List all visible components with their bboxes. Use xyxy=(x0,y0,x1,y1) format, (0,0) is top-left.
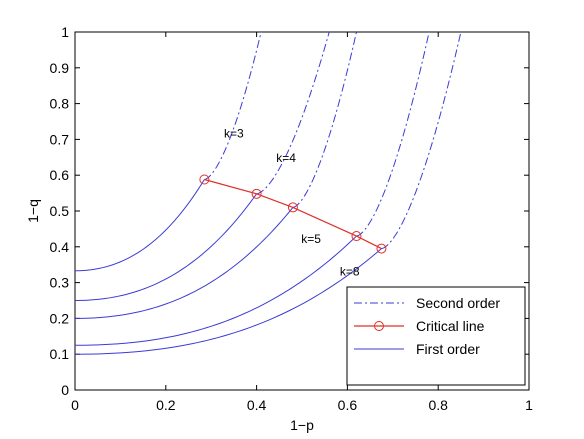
y-tick-label: 0.4 xyxy=(50,239,70,255)
second-order-curve xyxy=(292,31,357,208)
curves xyxy=(74,31,462,355)
second-order-curve xyxy=(356,31,430,237)
critical-line xyxy=(204,178,382,250)
curve-annotation: k=8 xyxy=(340,264,360,278)
curve-annotation: k=4 xyxy=(276,151,296,165)
first-order-curve xyxy=(74,207,294,319)
critical-point xyxy=(376,243,387,254)
y-axis-label: 1−q xyxy=(25,199,41,223)
y-tick-label: 0.2 xyxy=(50,310,70,326)
first-order-curve xyxy=(74,248,382,355)
y-tick-label: 0.9 xyxy=(50,60,70,76)
x-tick-label: 0.8 xyxy=(428,397,448,413)
y-tick-label: 0.1 xyxy=(50,346,70,362)
y-tick-label: 0.8 xyxy=(50,96,70,112)
critical-point xyxy=(351,231,362,242)
curve-annotation: k=5 xyxy=(301,232,321,246)
y-tick-label: 0.6 xyxy=(50,167,70,183)
legend-label-critical-line: Critical line xyxy=(416,318,485,334)
x-axis-label: 1−p xyxy=(290,417,314,433)
x-tick-label: 0.6 xyxy=(338,397,358,413)
second-order-curve xyxy=(256,31,330,195)
first-order-curve xyxy=(74,235,357,346)
y-tick-label: 0 xyxy=(61,382,69,398)
second-order-curve xyxy=(204,31,262,180)
critical-point xyxy=(199,174,210,185)
legend-label-first-order: First order xyxy=(416,341,480,357)
legend-marker-critical-line xyxy=(374,321,384,331)
y-tick-label: 0.5 xyxy=(50,203,70,219)
x-tick-label: 1 xyxy=(525,397,533,413)
first-order-curve xyxy=(74,193,258,301)
y-tick-label: 0.3 xyxy=(50,275,70,291)
second-order-curve xyxy=(381,31,462,250)
curve-annotation: k=3 xyxy=(224,127,244,141)
x-tick-label: 0.2 xyxy=(156,397,176,413)
x-tick-label: 0.4 xyxy=(247,397,267,413)
first-order-curve xyxy=(74,179,205,272)
critical-line-group xyxy=(199,174,387,254)
y-tick-label: 1 xyxy=(61,24,69,40)
critical-point xyxy=(287,202,298,213)
x-tick-label: 0 xyxy=(71,397,79,413)
legend: Second order Critical line First order xyxy=(346,286,526,386)
y-tick-label: 0.7 xyxy=(50,131,70,147)
axis-ticks: 0 0.2 0.4 0.6 0.8 1 0 0.1 0.2 0.3 0.4 0.5 0.6 0.7 0.8 0… xyxy=(50,24,534,413)
critical-point xyxy=(251,188,262,199)
legend-label-second-order: Second order xyxy=(416,295,500,311)
